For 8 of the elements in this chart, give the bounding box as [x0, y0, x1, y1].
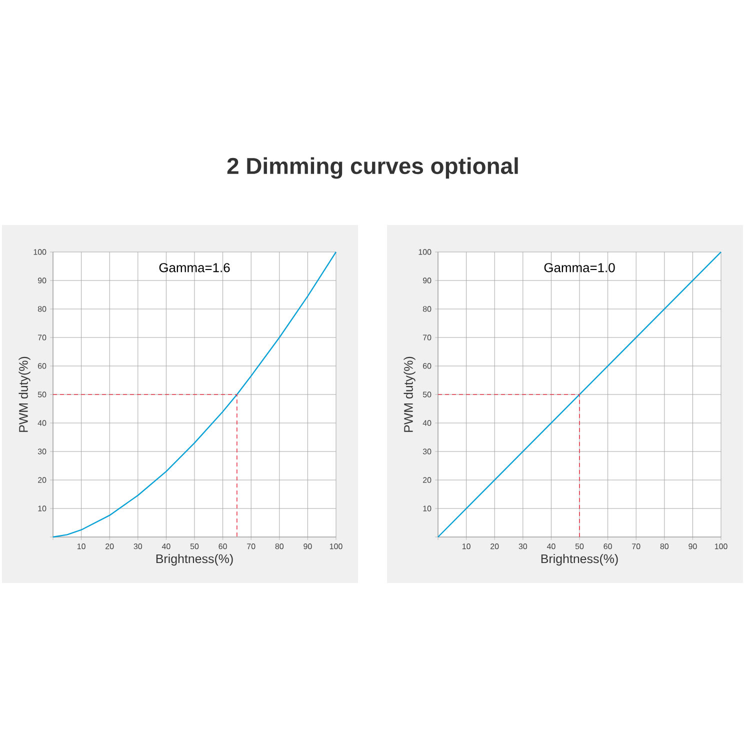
x-axis-title: Brightness(%) — [541, 554, 618, 566]
chart-title: 2 Dimming curves optional — [227, 157, 518, 179]
y-axis-title: PWM duty(%) — [18, 356, 30, 432]
x-axis-title: Brightness(%) — [156, 554, 233, 566]
line-series — [52, 251, 337, 538]
annotation: Gamma=1.0 — [544, 263, 615, 272]
annotation: Gamma=1.6 — [159, 263, 230, 272]
y-axis-title: PWM duty(%) — [404, 356, 416, 432]
